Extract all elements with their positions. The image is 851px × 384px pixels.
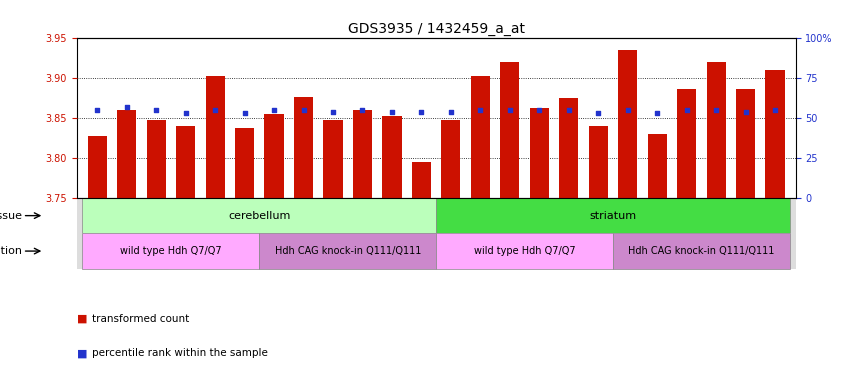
Bar [146,120,166,198]
Bar [323,120,343,198]
Bar [260,233,437,269]
Point [709,107,722,113]
Bar [412,162,431,198]
Point [533,107,546,113]
Bar [235,128,254,198]
Point [562,107,575,113]
Text: wild type Hdh Q7/Q7: wild type Hdh Q7/Q7 [120,246,222,256]
Bar [589,126,608,198]
Bar [206,76,225,198]
Point [179,110,192,116]
Bar [353,110,372,198]
Bar [88,136,106,198]
Bar [437,233,613,269]
Bar [648,134,666,198]
Point [297,107,311,113]
Point [680,107,694,113]
Point [444,109,458,115]
Point [650,110,664,116]
Bar [677,89,696,198]
Point [267,107,281,113]
Text: striatum: striatum [590,211,637,221]
Bar [442,120,460,198]
Bar [613,233,790,269]
Text: tissue: tissue [0,211,23,221]
Point [237,110,251,116]
Point [208,107,222,113]
Bar [618,50,637,198]
Bar [471,76,490,198]
Point [503,107,517,113]
Point [621,107,635,113]
Bar [83,198,437,233]
Bar [559,98,579,198]
Bar [529,108,549,198]
Point [90,107,104,113]
Bar [117,110,136,198]
Text: genotype/variation: genotype/variation [0,246,23,256]
Bar [706,62,726,198]
Point [768,107,782,113]
Bar [736,89,755,198]
Bar [500,62,519,198]
Point [326,109,340,115]
Bar [176,126,195,198]
Text: Hdh CAG knock-in Q111/Q111: Hdh CAG knock-in Q111/Q111 [628,246,774,256]
Text: cerebellum: cerebellum [228,211,290,221]
Text: ■: ■ [77,314,90,324]
Bar [294,97,313,198]
Bar [766,70,785,198]
Point [414,109,428,115]
Text: Hdh CAG knock-in Q111/Q111: Hdh CAG knock-in Q111/Q111 [275,246,421,256]
Bar [437,198,790,233]
Title: GDS3935 / 1432459_a_at: GDS3935 / 1432459_a_at [348,22,524,36]
Bar [83,233,260,269]
Text: percentile rank within the sample: percentile rank within the sample [92,348,268,358]
Point [356,107,369,113]
Bar [265,114,283,198]
Point [739,109,752,115]
Text: transformed count: transformed count [92,314,189,324]
Bar [382,116,402,198]
Text: ■: ■ [77,348,90,358]
Point [386,109,399,115]
Text: wild type Hdh Q7/Q7: wild type Hdh Q7/Q7 [474,246,575,256]
Point [150,107,163,113]
Point [591,110,605,116]
Point [120,104,134,110]
Point [473,107,487,113]
